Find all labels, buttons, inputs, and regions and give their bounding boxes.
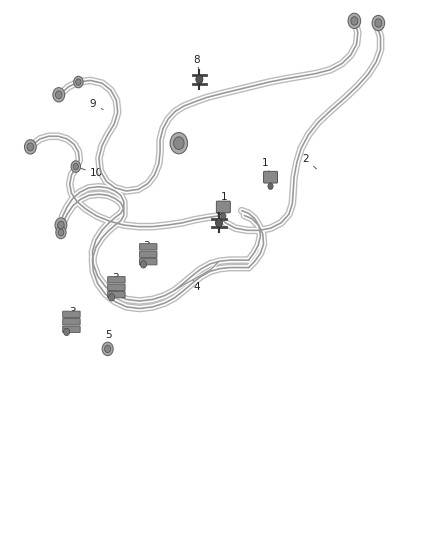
Circle shape — [173, 137, 184, 150]
Circle shape — [25, 140, 36, 154]
Circle shape — [58, 221, 64, 229]
Circle shape — [268, 183, 273, 189]
Text: 1: 1 — [221, 192, 228, 203]
Circle shape — [55, 218, 67, 232]
Text: 3: 3 — [112, 273, 118, 283]
Circle shape — [215, 219, 223, 227]
Circle shape — [58, 229, 64, 236]
Circle shape — [56, 91, 62, 99]
FancyBboxPatch shape — [108, 284, 125, 290]
Circle shape — [56, 226, 66, 239]
FancyBboxPatch shape — [108, 277, 125, 283]
Text: 7: 7 — [173, 133, 180, 143]
FancyBboxPatch shape — [108, 292, 125, 298]
Text: 6: 6 — [215, 207, 223, 217]
Circle shape — [53, 87, 65, 102]
FancyBboxPatch shape — [63, 319, 80, 325]
Circle shape — [64, 328, 70, 336]
Circle shape — [71, 161, 81, 172]
Circle shape — [109, 294, 115, 301]
FancyBboxPatch shape — [140, 259, 157, 265]
Circle shape — [348, 13, 360, 29]
Circle shape — [372, 15, 385, 31]
Circle shape — [105, 345, 111, 353]
Circle shape — [375, 19, 382, 27]
Circle shape — [141, 261, 147, 268]
Circle shape — [351, 17, 358, 25]
Circle shape — [73, 164, 78, 169]
Circle shape — [102, 342, 113, 356]
FancyBboxPatch shape — [216, 201, 230, 213]
Text: 8: 8 — [193, 55, 200, 65]
FancyBboxPatch shape — [63, 311, 80, 318]
Circle shape — [27, 143, 34, 151]
Circle shape — [74, 76, 83, 88]
FancyBboxPatch shape — [140, 244, 157, 250]
Text: 3: 3 — [144, 241, 150, 251]
Circle shape — [196, 75, 203, 84]
FancyBboxPatch shape — [140, 251, 157, 257]
Text: 9: 9 — [89, 99, 95, 109]
Circle shape — [76, 79, 81, 85]
Text: 5: 5 — [106, 329, 112, 340]
Text: 3: 3 — [69, 306, 76, 317]
FancyBboxPatch shape — [264, 171, 278, 183]
Text: 1: 1 — [261, 158, 268, 168]
FancyBboxPatch shape — [63, 326, 80, 333]
Circle shape — [221, 213, 226, 219]
Text: 10: 10 — [89, 168, 102, 179]
Text: 2: 2 — [302, 154, 309, 164]
Text: 4: 4 — [194, 282, 201, 292]
Circle shape — [170, 133, 187, 154]
